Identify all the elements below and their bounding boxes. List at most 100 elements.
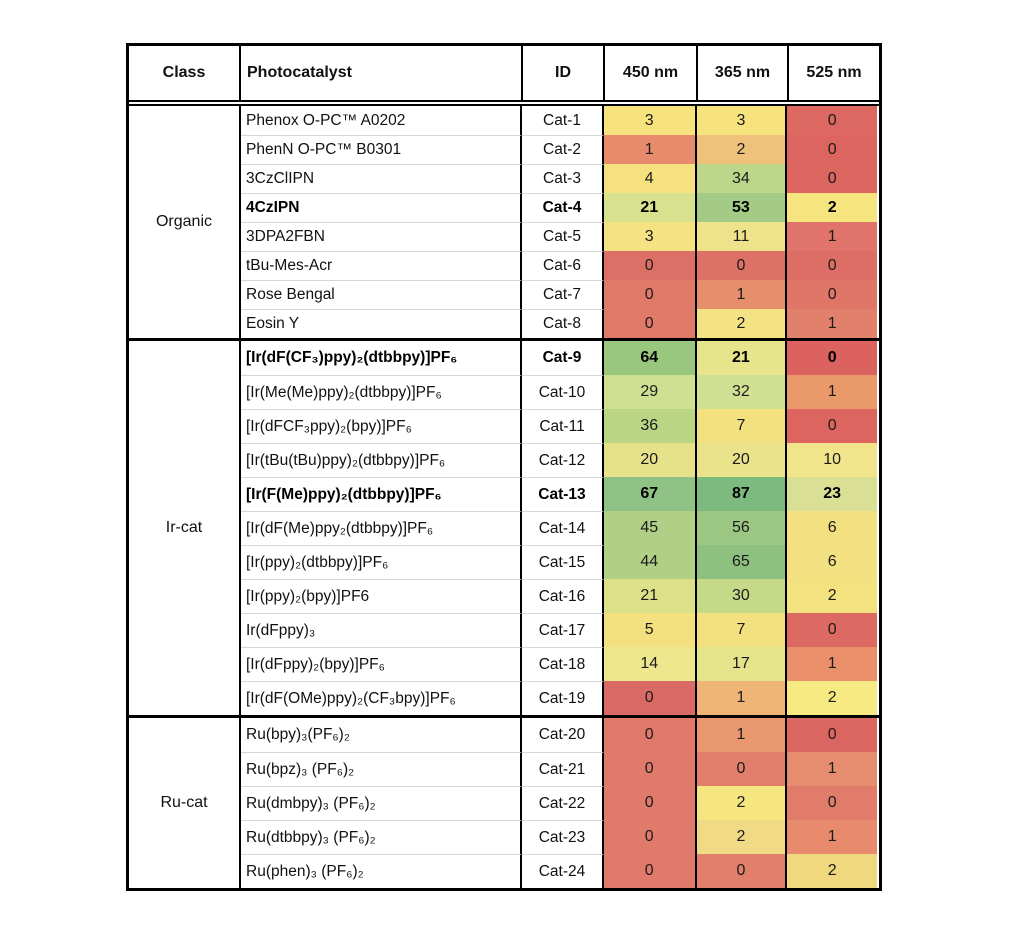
value-cell-525nm: 0	[787, 718, 878, 752]
value-cell-365nm: 7	[696, 613, 788, 647]
photocatalyst-cell: Ru(phen)₃ (PF₆)₂	[241, 854, 523, 888]
id-cell: Cat-9	[522, 341, 604, 375]
column-header-class: Class	[129, 46, 241, 100]
id-cell: Cat-8	[522, 309, 604, 338]
photocatalyst-cell: [Ir(Me(Me)ppy)₂(dtbbpy)]PF₆	[241, 375, 523, 409]
value-cell-525nm: 2	[787, 579, 878, 613]
value-cell-525nm: 0	[787, 251, 878, 280]
value-cell-450nm: 20	[603, 443, 697, 477]
photocatalyst-cell: Rose Bengal	[241, 280, 523, 309]
value-cell-450nm: 45	[603, 511, 697, 545]
table-row: [Ir(Me(Me)ppy)₂(dtbbpy)]PF₆ Cat-10 29 32…	[241, 375, 878, 409]
photocatalyst-cell: [Ir(ppy)₂(bpy)]PF6	[241, 579, 523, 613]
table-row: Rose Bengal Cat-7 0 1 0	[241, 280, 878, 309]
id-cell: Cat-21	[522, 752, 604, 786]
table-row: tBu-Mes-Acr Cat-6 0 0 0	[241, 251, 878, 280]
value-cell-450nm: 0	[603, 786, 697, 820]
class-group: Ru-cat Ru(bpy)₃(PF₆)₂ Cat-20 0 1 0 Ru(bp…	[129, 715, 879, 888]
value-cell-525nm: 0	[787, 409, 878, 443]
photocatalyst-cell: Eosin Y	[241, 309, 523, 338]
value-cell-365nm: 20	[696, 443, 788, 477]
value-cell-450nm: 29	[603, 375, 697, 409]
table-row: Ru(dmbpy)₃ (PF₆)₂ Cat-22 0 2 0	[241, 786, 878, 820]
photocatalyst-cell: PhenN O-PC™ B0301	[241, 135, 523, 164]
photocatalyst-cell: Ru(bpz)₃ (PF₆)₂	[241, 752, 523, 786]
id-cell: Cat-6	[522, 251, 604, 280]
id-cell: Cat-11	[522, 409, 604, 443]
photocatalyst-cell: [Ir(ppy)₂(dtbbpy)]PF₆	[241, 545, 523, 579]
value-cell-450nm: 64	[603, 341, 697, 375]
value-cell-450nm: 0	[603, 718, 697, 752]
value-cell-365nm: 2	[696, 786, 788, 820]
table-row: 3DPA2FBN Cat-5 3 11 1	[241, 222, 878, 251]
photocatalyst-cell: Ru(bpy)₃(PF₆)₂	[241, 718, 523, 752]
value-cell-450nm: 0	[603, 854, 697, 888]
table-row: Ru(dtbbpy)₃ (PF₆)₂ Cat-23 0 2 1	[241, 820, 878, 854]
class-cell: Organic	[129, 106, 241, 338]
table-header-row: Class Photocatalyst ID 450 nm 365 nm 525…	[129, 46, 879, 106]
value-cell-525nm: 0	[787, 164, 878, 193]
value-cell-450nm: 0	[603, 280, 697, 309]
photocatalyst-cell: 3DPA2FBN	[241, 222, 523, 251]
value-cell-365nm: 2	[696, 820, 788, 854]
value-cell-365nm: 0	[696, 854, 788, 888]
class-cell: Ir-cat	[129, 341, 241, 715]
value-cell-365nm: 21	[696, 341, 788, 375]
value-cell-450nm: 0	[603, 752, 697, 786]
value-cell-450nm: 3	[603, 222, 697, 251]
value-cell-525nm: 0	[787, 613, 878, 647]
id-cell: Cat-20	[522, 718, 604, 752]
photocatalyst-cell: [Ir(dFppy)₂(bpy)]PF₆	[241, 647, 523, 681]
value-cell-450nm: 0	[603, 820, 697, 854]
value-cell-365nm: 3	[696, 106, 788, 135]
photocatalyst-cell: [Ir(dFCF₃ppy)₂(bpy)]PF₆	[241, 409, 523, 443]
value-cell-365nm: 0	[696, 752, 788, 786]
id-cell: Cat-15	[522, 545, 604, 579]
id-cell: Cat-23	[522, 820, 604, 854]
value-cell-365nm: 34	[696, 164, 788, 193]
value-cell-365nm: 65	[696, 545, 788, 579]
value-cell-450nm: 14	[603, 647, 697, 681]
photocatalyst-cell: [Ir(dF(OMe)ppy)₂(CF₃bpy)]PF₆	[241, 681, 523, 715]
photocatalyst-heatmap-table: Class Photocatalyst ID 450 nm 365 nm 525…	[126, 43, 882, 891]
photocatalyst-cell: Phenox O-PC™ A0202	[241, 106, 523, 135]
id-cell: Cat-17	[522, 613, 604, 647]
value-cell-525nm: 1	[787, 375, 878, 409]
value-cell-450nm: 44	[603, 545, 697, 579]
column-header-photocatalyst: Photocatalyst	[241, 46, 523, 100]
id-cell: Cat-10	[522, 375, 604, 409]
value-cell-365nm: 30	[696, 579, 788, 613]
table-row: [Ir(ppy)₂(bpy)]PF6 Cat-16 21 30 2	[241, 579, 878, 613]
value-cell-365nm: 17	[696, 647, 788, 681]
value-cell-450nm: 0	[603, 251, 697, 280]
value-cell-525nm: 1	[787, 752, 878, 786]
value-cell-525nm: 0	[787, 280, 878, 309]
value-cell-525nm: 2	[787, 681, 878, 715]
value-cell-450nm: 5	[603, 613, 697, 647]
value-cell-525nm: 2	[787, 854, 878, 888]
value-cell-450nm: 0	[603, 309, 697, 338]
table-row: [Ir(dF(CF₃)ppy)₂(dtbbpy)]PF₆ Cat-9 64 21…	[241, 341, 878, 375]
photocatalyst-cell: 3CzClIPN	[241, 164, 523, 193]
column-header-450nm: 450 nm	[605, 46, 698, 100]
photocatalyst-cell: Ru(dmbpy)₃ (PF₆)₂	[241, 786, 523, 820]
value-cell-450nm: 67	[603, 477, 697, 511]
id-cell: Cat-22	[522, 786, 604, 820]
column-header-id: ID	[523, 46, 605, 100]
id-cell: Cat-4	[522, 193, 604, 222]
value-cell-365nm: 11	[696, 222, 788, 251]
id-cell: Cat-1	[522, 106, 604, 135]
value-cell-450nm: 4	[603, 164, 697, 193]
value-cell-525nm: 6	[787, 545, 878, 579]
value-cell-365nm: 56	[696, 511, 788, 545]
id-cell: Cat-12	[522, 443, 604, 477]
value-cell-525nm: 1	[787, 309, 878, 338]
value-cell-365nm: 32	[696, 375, 788, 409]
value-cell-525nm: 0	[787, 106, 878, 135]
value-cell-450nm: 0	[603, 681, 697, 715]
table-row: [Ir(ppy)₂(dtbbpy)]PF₆ Cat-15 44 65 6	[241, 545, 878, 579]
table-row: [Ir(dFppy)₂(bpy)]PF₆ Cat-18 14 17 1	[241, 647, 878, 681]
value-cell-450nm: 36	[603, 409, 697, 443]
id-cell: Cat-3	[522, 164, 604, 193]
photocatalyst-cell: [Ir(F(Me)ppy)₂(dtbbpy)]PF₆	[241, 477, 523, 511]
